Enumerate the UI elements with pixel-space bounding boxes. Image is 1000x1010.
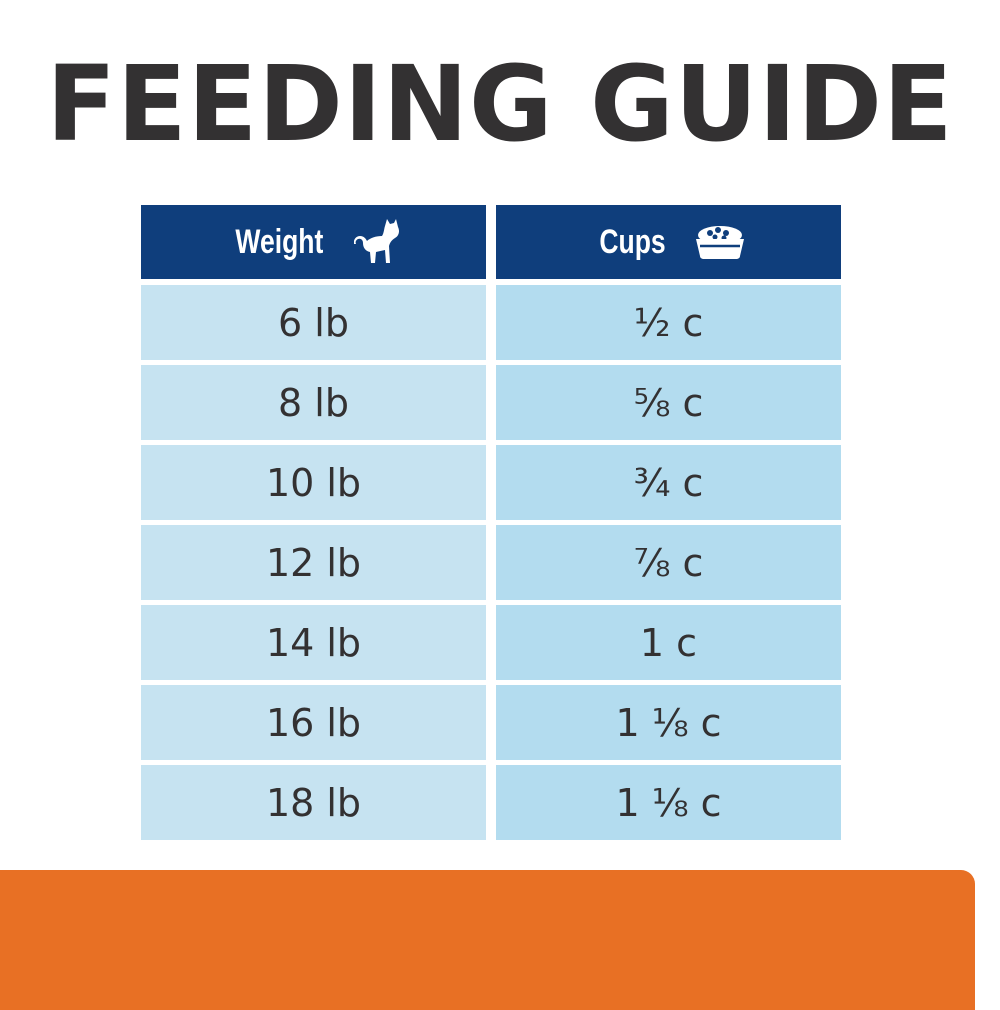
weight-header-label: Weight	[235, 222, 324, 261]
weight-cell: 14 lb	[141, 605, 486, 680]
accent-band	[0, 870, 975, 1010]
food-bowl-icon	[693, 224, 747, 260]
weight-cell: 18 lb	[141, 765, 486, 840]
table-row: 8 lb ⅝ c	[141, 365, 841, 440]
cups-header: Cups	[496, 205, 841, 279]
table-header: Weight Cups	[141, 205, 841, 279]
table-row: 16 lb 1 ⅛ c	[141, 685, 841, 760]
cups-header-label: Cups	[599, 222, 666, 261]
page-title: FEEDING GUIDE	[46, 43, 954, 165]
cups-cell: ⅞ c	[496, 525, 841, 600]
weight-cell: 12 lb	[141, 525, 486, 600]
weight-header: Weight	[141, 205, 486, 279]
feeding-table: Weight Cups	[141, 205, 841, 845]
weight-cell: 10 lb	[141, 445, 486, 520]
cups-cell: 1 c	[496, 605, 841, 680]
cups-cell: ⅝ c	[496, 365, 841, 440]
cups-cell: ½ c	[496, 285, 841, 360]
weight-cell: 6 lb	[141, 285, 486, 360]
cat-icon	[353, 219, 404, 265]
weight-cell: 8 lb	[141, 365, 486, 440]
table-row: 12 lb ⅞ c	[141, 525, 841, 600]
cups-cell: 1 ⅛ c	[496, 765, 841, 840]
table-row: 18 lb 1 ⅛ c	[141, 765, 841, 840]
table-row: 14 lb 1 c	[141, 605, 841, 680]
weight-cell: 16 lb	[141, 685, 486, 760]
table-row: 10 lb ¾ c	[141, 445, 841, 520]
cups-cell: 1 ⅛ c	[496, 685, 841, 760]
table-row: 6 lb ½ c	[141, 285, 841, 360]
cups-cell: ¾ c	[496, 445, 841, 520]
